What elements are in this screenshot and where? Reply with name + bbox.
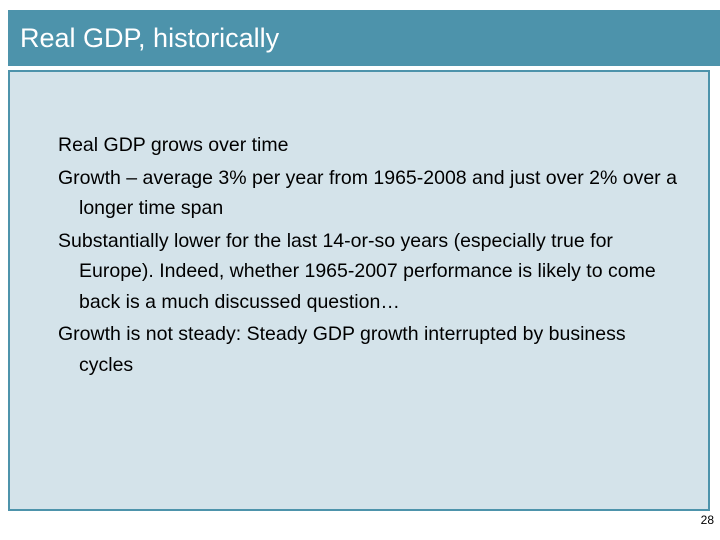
slide-content-box: Real GDP grows over time Growth – averag… xyxy=(8,70,710,511)
list-item: Growth – average 3% per year from 1965-2… xyxy=(58,166,677,220)
page-number: 28 xyxy=(700,513,714,527)
page-title: Real GDP, historically xyxy=(20,23,280,53)
list-item: Growth is not steady: Steady GDP growth … xyxy=(58,323,626,376)
list-item: Real GDP grows over time xyxy=(58,134,289,156)
slide-title-bar: Real GDP, historically xyxy=(8,10,720,66)
bullet-list: Real GDP grows over time Growth – averag… xyxy=(58,130,678,382)
list-item: Substantially lower for the last 14-or-s… xyxy=(58,229,656,313)
